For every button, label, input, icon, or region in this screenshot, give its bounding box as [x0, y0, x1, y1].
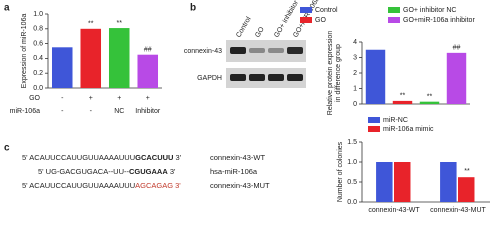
legend-swatch — [388, 17, 400, 23]
legend-label: GO+miR-106a inhibitor — [403, 17, 475, 24]
y-tick-label: 1.5 — [347, 139, 357, 146]
condition: - — [90, 108, 93, 115]
bar — [419, 101, 440, 104]
sequence: 5' UG-GACGUGACA--UU--CGUGAAA 3' — [38, 167, 176, 176]
legend-swatch — [300, 17, 312, 23]
bar — [365, 49, 386, 104]
bar — [440, 162, 457, 202]
panel-label: c — [4, 143, 10, 154]
lane-label: GO — [254, 26, 266, 39]
blot-row-label: connexin-43 — [184, 48, 222, 55]
significance: ## — [144, 47, 152, 54]
y-tick-label: 0.0 — [33, 85, 43, 92]
condition: - — [61, 108, 64, 115]
condition: + — [89, 95, 93, 102]
significance: ** — [464, 168, 470, 175]
blot-strip — [226, 40, 306, 62]
sequence-name: connexin-43-MUT — [210, 181, 270, 190]
legend-label: Control — [315, 7, 338, 14]
y-tick-label: 4 — [353, 39, 357, 46]
blot-row-label: GAPDH — [197, 75, 222, 82]
blot-strip — [226, 68, 306, 88]
band — [287, 74, 303, 81]
y-tick-label: 1 — [353, 85, 357, 92]
y-tick-label: 0.4 — [33, 55, 43, 62]
condition: - — [61, 95, 64, 102]
row-label: miR-106a — [10, 108, 40, 115]
band — [287, 47, 303, 54]
x-tick-label: connexin-43-WT — [368, 207, 420, 214]
legend-swatch — [388, 7, 400, 13]
sequence: 5' ACAUUCCAUUGUUAAAAUUUGCACUUU 3' — [22, 153, 182, 162]
y-tick-label: 3 — [353, 54, 357, 61]
bar — [458, 177, 475, 202]
bar — [446, 52, 467, 104]
bar — [376, 162, 393, 202]
band — [268, 48, 284, 53]
legend-swatch — [368, 117, 380, 123]
bar — [392, 100, 413, 104]
sequence-name: connexin-43-WT — [210, 153, 265, 162]
legend-label: miR-NC — [383, 117, 408, 124]
legend-swatch — [300, 7, 312, 13]
y-tick-label: 0.5 — [347, 179, 357, 186]
y-axis-label: Relative protein expression — [327, 31, 334, 116]
y-tick-label: 0.0 — [347, 199, 357, 206]
condition: + — [117, 95, 121, 102]
y-axis-label: in difference group — [335, 44, 342, 102]
significance: ## — [453, 45, 461, 52]
legend-swatch — [368, 126, 380, 132]
significance: ** — [427, 94, 433, 101]
sequence: 5' ACAUUCCAUUGUUAAAAUUUAGCAGAG 3' — [22, 181, 181, 190]
band — [249, 74, 265, 81]
bar — [394, 162, 411, 202]
y-tick-label: 1.0 — [33, 11, 43, 18]
western-blot: connexin-43 GAPDH — [184, 40, 306, 88]
band — [249, 48, 265, 53]
significance: ** — [117, 20, 123, 27]
significance: ** — [400, 93, 406, 100]
bar — [51, 47, 73, 88]
y-tick-label: 2 — [353, 70, 357, 77]
x-tick-label: connexin-43-MUT — [430, 207, 486, 214]
y-axis-label: Number of colonies — [337, 141, 344, 202]
bar — [80, 28, 102, 88]
significance: ** — [88, 21, 94, 28]
band — [230, 74, 246, 81]
bar — [108, 28, 130, 89]
legend-label: GO+ inhibitor NC — [403, 7, 457, 14]
y-tick-label: 0.6 — [33, 40, 43, 47]
y-tick-label: 0.2 — [33, 70, 43, 77]
panel-label: a — [4, 3, 10, 14]
y-tick-label: 0 — [353, 101, 357, 108]
row-label: GO — [29, 95, 40, 102]
y-axis-label: Expression of miR-106a — [21, 14, 28, 89]
condition: + — [146, 95, 150, 102]
band — [230, 47, 246, 54]
legend-label: miR-106a mimic — [383, 126, 434, 133]
y-tick-label: 1.0 — [347, 159, 357, 166]
panel-label: b — [190, 3, 196, 14]
sequence-name: hsa-miR-106a — [210, 167, 258, 176]
bar — [137, 54, 159, 88]
condition: NC — [114, 108, 124, 115]
lane-label: Control — [235, 15, 253, 38]
y-tick-label: 0.8 — [33, 26, 43, 33]
legend-label: GO — [315, 17, 326, 24]
figure: a b c connexin-43 GAPDH 5' ACAUUCCAUUGUU… — [4, 0, 490, 214]
band — [268, 74, 284, 81]
condition: Inhibitor — [135, 108, 161, 115]
